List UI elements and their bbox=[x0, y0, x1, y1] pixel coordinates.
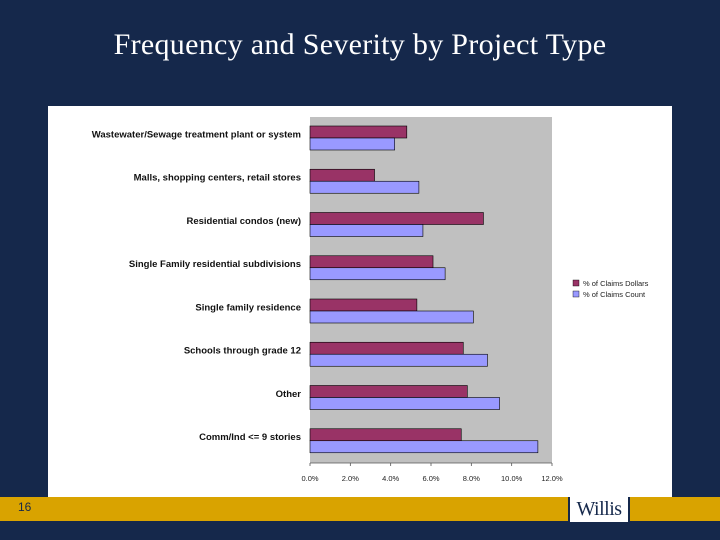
footer-strip bbox=[0, 521, 720, 540]
x-tick-label: 12.0% bbox=[541, 474, 563, 483]
legend-swatch bbox=[572, 290, 580, 298]
slide-title: Frequency and Severity by Project Type bbox=[113, 28, 607, 61]
category-label: Other bbox=[276, 389, 302, 400]
category-label: Single Family residential subdivisions bbox=[129, 259, 301, 270]
category-label: Schools through grade 12 bbox=[184, 346, 301, 357]
category-label: Malls, shopping centers, retail stores bbox=[134, 173, 301, 184]
bar-claims-dollars bbox=[309, 125, 408, 139]
logo-text: Willis bbox=[576, 498, 622, 520]
x-tick-label: 6.0% bbox=[422, 474, 439, 483]
category-label: Single family residence bbox=[195, 302, 301, 313]
category-label: Residential condos (new) bbox=[186, 216, 301, 227]
x-tick-label: 8.0% bbox=[463, 474, 480, 483]
bar-chart: Wastewater/Sewage treatment plant or sys… bbox=[92, 117, 649, 483]
bar-claims-dollars bbox=[309, 385, 468, 398]
bar-claims-dollars bbox=[309, 428, 462, 442]
x-tick-label: 0.0% bbox=[301, 474, 318, 483]
bar-claims-count bbox=[309, 440, 539, 454]
bar-claims-count bbox=[309, 353, 488, 367]
x-tick-label: 4.0% bbox=[382, 474, 399, 483]
category-label: Comm/Ind <= 9 stories bbox=[199, 432, 301, 443]
bar-claims-count bbox=[309, 180, 420, 194]
legend-label: % of Claims Dollars bbox=[583, 279, 649, 288]
bar-claims-count bbox=[309, 224, 424, 237]
x-tick-label: 10.0% bbox=[501, 474, 523, 483]
bar-claims-dollars bbox=[309, 212, 484, 225]
plot-area bbox=[310, 117, 552, 463]
bar-claims-count bbox=[309, 397, 500, 410]
bar-claims-dollars bbox=[309, 168, 375, 182]
chart-panel: Wastewater/Sewage treatment plant or sys… bbox=[48, 106, 672, 497]
willis-logo: Willis bbox=[568, 497, 630, 522]
bar-claims-dollars bbox=[309, 298, 418, 312]
category-label: Wastewater/Sewage treatment plant or sys… bbox=[92, 129, 301, 140]
bar-claims-count bbox=[309, 267, 446, 281]
bar-claims-dollars bbox=[309, 341, 464, 355]
bar-claims-dollars bbox=[309, 255, 434, 269]
x-tick-label: 2.0% bbox=[342, 474, 359, 483]
bar-claims-count bbox=[309, 310, 474, 324]
legend-swatch bbox=[572, 279, 580, 287]
bar-claims-count bbox=[309, 137, 395, 151]
legend-label: % of Claims Count bbox=[583, 290, 646, 299]
page-number: 16 bbox=[18, 500, 32, 514]
